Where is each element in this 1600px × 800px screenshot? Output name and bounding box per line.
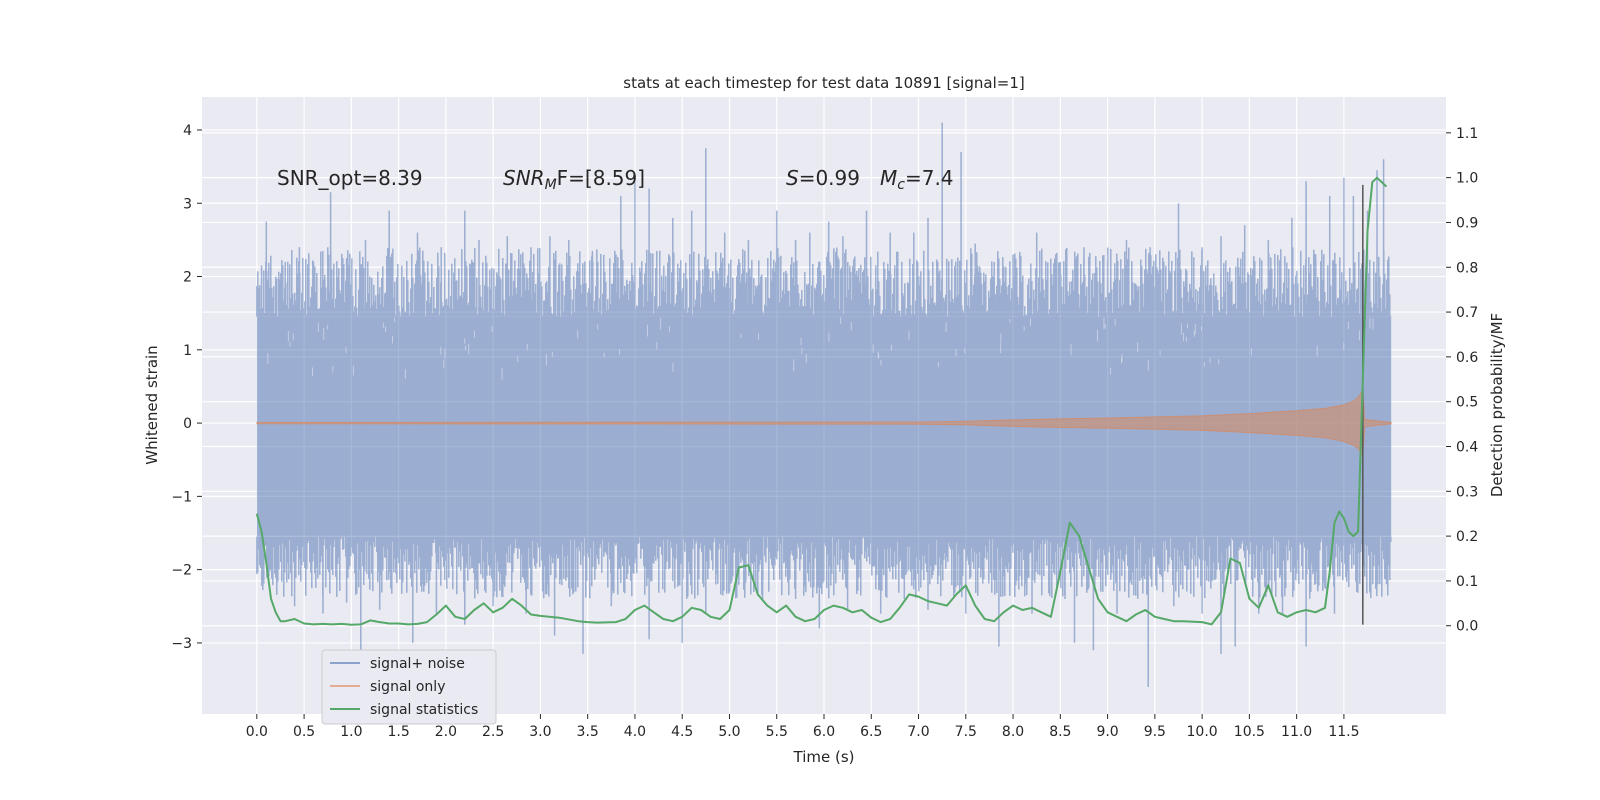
y2-tick-label: 0.1 — [1456, 574, 1478, 590]
ticks: 0.0 0.5 1.0 1.5 2.0 2.5 3.0 3.5 4.0 4.5 5.0 5.5 6.0 6… — [171, 123, 1478, 740]
signal-noise-line — [256, 122, 1392, 687]
x-tick-label: 6.5 — [860, 724, 882, 740]
x-tick-label: 7.0 — [907, 724, 929, 740]
x-tick-label: 5.0 — [718, 724, 740, 740]
y-tick-label: −2 — [171, 563, 192, 579]
legend-box — [321, 649, 497, 725]
x-axis-title: Time (s) — [793, 748, 855, 766]
x-tick-label: 0.5 — [293, 724, 315, 740]
chart-title: stats at each timestep for test data 108… — [623, 74, 1024, 92]
x-tick-label: 8.0 — [1002, 724, 1024, 740]
annotation-mc: Mc=7.4 — [880, 166, 954, 193]
x-tick-label: 11.0 — [1281, 724, 1312, 740]
y2-tick-label: 0.7 — [1456, 305, 1478, 321]
annotation-s: S=0.99 — [786, 166, 860, 190]
annotation-snr-mf: SNRMF=[8.59] — [503, 166, 645, 193]
y2-tick-label: 0.5 — [1456, 395, 1478, 411]
annotation-snr-opt: SNR_opt=8.39 — [277, 166, 423, 190]
x-tick-label: 0.0 — [246, 724, 268, 740]
x-tick-label: 6.0 — [813, 724, 835, 740]
y-axis-title: Whitened strain — [143, 345, 161, 464]
x-tick-label: 1.0 — [340, 724, 362, 740]
x-tick-label: 2.5 — [482, 724, 504, 740]
x-tick-label: 3.5 — [577, 724, 599, 740]
y2-tick-label: 0.2 — [1456, 529, 1478, 545]
x-tick-label: 9.0 — [1096, 724, 1118, 740]
y2-tick-label: 1.0 — [1456, 171, 1478, 187]
y-tick-label: 4 — [183, 123, 192, 139]
x-tick-label: 8.5 — [1049, 724, 1071, 740]
x-tick-label: 5.5 — [766, 724, 788, 740]
y2-axis-title: Detection probability/MF — [1488, 313, 1506, 497]
y2-tick-label: 0.8 — [1456, 260, 1478, 276]
y-tick-label: 0 — [183, 416, 192, 432]
signal-statistics-line — [255, 176, 1388, 626]
y-tick-label: −1 — [171, 489, 192, 505]
y-tick-label: −3 — [171, 636, 192, 652]
x-tick-label: 11.5 — [1328, 724, 1359, 740]
y2-tick-label: 0.3 — [1456, 484, 1478, 500]
y2-tick-label: 0.4 — [1456, 439, 1478, 455]
legend-label-signal-statistics: signal statistics — [370, 702, 478, 718]
x-tick-label: 4.5 — [671, 724, 693, 740]
x-tick-label: 1.5 — [387, 724, 409, 740]
y-tick-label: 1 — [183, 343, 192, 359]
legend: signal+ noise signal only signal statist… — [321, 649, 497, 725]
y-tick-label: 3 — [183, 196, 192, 212]
series-layer — [255, 122, 1392, 687]
x-tick-label: 10.5 — [1234, 724, 1265, 740]
y2-tick-label: 0.6 — [1456, 350, 1478, 366]
legend-label-signal-noise: signal+ noise — [370, 656, 465, 672]
y2-tick-label: 0.0 — [1456, 619, 1478, 635]
signal-only-line — [256, 388, 1392, 458]
x-tick-label: 10.0 — [1187, 724, 1218, 740]
legend-label-signal-only: signal only — [370, 679, 445, 695]
x-tick-label: 3.0 — [529, 724, 551, 740]
y2-tick-label: 1.1 — [1456, 126, 1478, 142]
y2-tick-label: 0.9 — [1456, 215, 1478, 231]
y-tick-label: 2 — [183, 270, 192, 286]
x-tick-label: 9.5 — [1144, 724, 1166, 740]
x-tick-label: 2.0 — [435, 724, 457, 740]
x-tick-label: 4.0 — [624, 724, 646, 740]
x-tick-label: 7.5 — [955, 724, 977, 740]
